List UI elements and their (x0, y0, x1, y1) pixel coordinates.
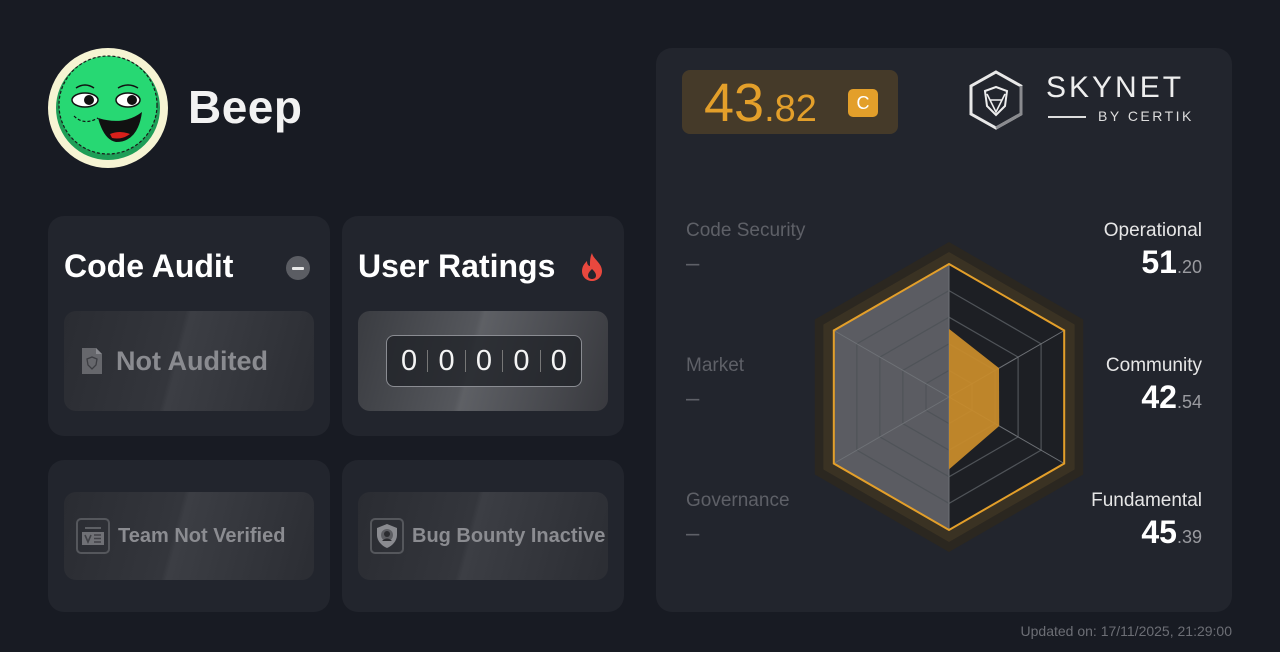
token-logo-icon (56, 55, 160, 160)
overall-score-box: 43.82 C (682, 70, 898, 134)
audit-status-label: Not Audited (116, 345, 268, 376)
score-radar-chart (814, 242, 1084, 552)
bug-bounty-status-label: Bug Bounty Inactive (412, 524, 606, 547)
minus-circle-icon (286, 256, 310, 280)
id-card-icon (76, 518, 110, 554)
user-ratings-card[interactable]: User Ratings 0 0 0 0 0 (342, 216, 624, 436)
team-status-box: Team Not Verified (64, 492, 314, 580)
metric-fundamental: Fundamental 45.39 (1091, 490, 1202, 550)
brand-subtitle: BY CERTIK (1098, 108, 1194, 124)
code-audit-title: Code Audit (64, 248, 234, 284)
shield-hacker-icon (370, 518, 404, 554)
fire-icon (582, 253, 602, 281)
rating-digit: 0 (550, 344, 567, 377)
ratings-counter: 0 0 0 0 0 (386, 335, 582, 387)
metric-market: Market – (686, 355, 745, 412)
overall-score: 43.82 (704, 73, 817, 133)
ratings-box: 0 0 0 0 0 (358, 311, 608, 411)
user-ratings-title: User Ratings (358, 248, 556, 284)
team-status-label: Team Not Verified (118, 524, 286, 547)
team-card[interactable]: Team Not Verified (48, 460, 330, 612)
metric-operational: Operational 51.20 (1103, 220, 1202, 280)
skynet-hexagon-shield-icon (969, 70, 1023, 130)
code-audit-card[interactable]: Code Audit Not Audited (48, 216, 330, 436)
audit-status-box: Not Audited (64, 311, 314, 411)
rating-digit: 0 (475, 344, 493, 377)
project-name: Beep (188, 81, 303, 133)
rating-digit: 0 (438, 344, 455, 377)
project-avatar (48, 48, 168, 168)
document-shield-icon (82, 348, 102, 374)
rating-digit: 0 (513, 344, 530, 377)
skynet-logo: SKYNET BY CERTIK (968, 68, 1213, 132)
updated-timestamp: Updated on: 17/11/2025, 21:29:00 (1020, 623, 1232, 639)
metric-community: Community 42.54 (1105, 355, 1202, 415)
bug-bounty-card[interactable]: Bug Bounty Inactive (342, 460, 624, 612)
metric-governance: Governance – (686, 490, 790, 547)
score-grade-badge: C (848, 89, 878, 117)
security-score-panel: 43.82 C SKYNET BY CERTIK Code Security –… (656, 48, 1232, 612)
rating-digit: 0 (401, 344, 418, 377)
bug-bounty-status-box: Bug Bounty Inactive (358, 492, 608, 580)
brand-title: SKYNET (1046, 71, 1185, 104)
metric-code-security: Code Security – (686, 220, 806, 277)
